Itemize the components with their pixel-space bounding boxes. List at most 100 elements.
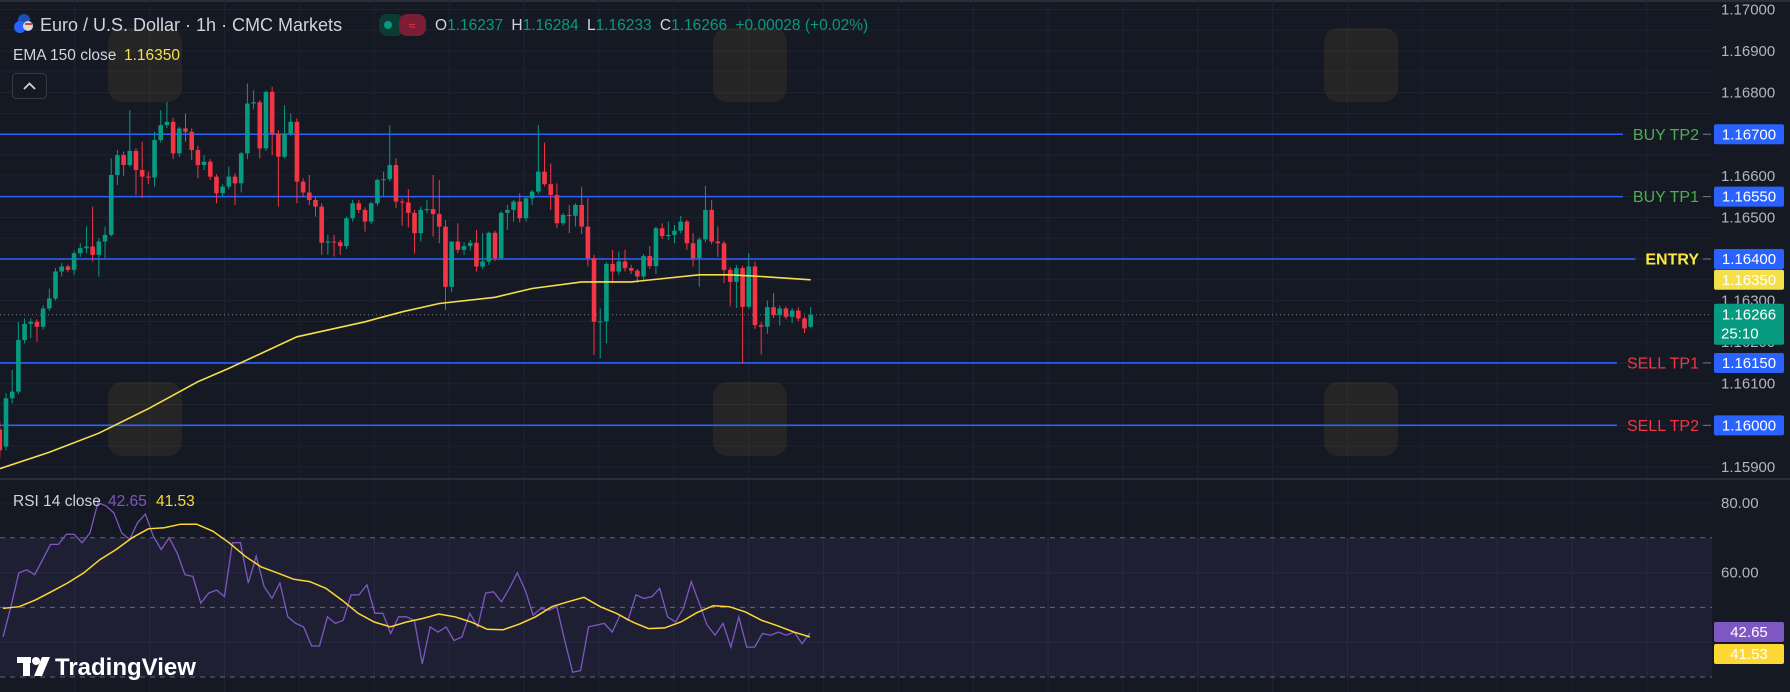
candle-body — [443, 226, 448, 287]
price-axis-tick: 1.16900 — [1721, 43, 1775, 60]
candle — [406, 189, 411, 228]
candle-body — [399, 201, 405, 203]
candle-body — [183, 128, 188, 132]
candle — [492, 230, 498, 262]
level-price-badge-box — [1714, 415, 1784, 436]
candle-body — [796, 310, 801, 319]
candle — [610, 249, 615, 284]
rsi-legend-value: 42.65 — [108, 493, 147, 510]
candle-body — [678, 221, 683, 231]
candle — [486, 231, 492, 265]
top-border — [0, 0, 1790, 2]
candle — [740, 265, 745, 364]
candle-body — [127, 150, 133, 166]
candle-body — [362, 209, 368, 222]
candle — [121, 151, 126, 176]
candle — [554, 183, 560, 229]
level-price-badge-box — [1714, 352, 1784, 373]
candle — [133, 148, 139, 195]
candle — [115, 150, 120, 185]
level-label: SELL TP1 — [1627, 355, 1699, 372]
candle — [536, 125, 541, 195]
candle-body — [121, 155, 126, 166]
candle — [362, 207, 368, 232]
candle — [802, 316, 807, 334]
candle-body — [542, 171, 547, 185]
price-axis-tick: 1.16600 — [1721, 168, 1775, 185]
collapse-legend-button[interactable] — [12, 73, 47, 99]
candle — [207, 159, 213, 180]
tradingview-logo[interactable]: TradingView — [17, 654, 196, 681]
candle — [257, 100, 263, 159]
candle — [430, 175, 436, 237]
trade-levels: BUY TP2 BUY TP1 ENTRY SELL TP1 SELL TP2 — [0, 127, 1711, 435]
candle — [511, 199, 516, 222]
candle-body — [709, 209, 714, 242]
rsi-axis[interactable]: 80.00 60.00 — [1721, 495, 1759, 582]
candle-body — [158, 125, 164, 141]
market-status-toggle[interactable]: ≈ — [379, 14, 426, 36]
candle — [245, 83, 250, 160]
candle-body — [498, 212, 504, 259]
candle — [672, 224, 677, 244]
price-axis-tick: 1.16100 — [1721, 376, 1775, 393]
candle — [139, 141, 145, 199]
candle-body — [251, 102, 256, 104]
candle — [436, 179, 442, 244]
candle — [591, 254, 597, 356]
candle — [777, 305, 783, 326]
candle — [418, 206, 424, 242]
candle-body — [170, 121, 176, 154]
level-price-badge: 1.16150 — [1722, 355, 1776, 372]
candle-body — [288, 121, 294, 134]
candle-body — [331, 241, 337, 243]
candle-body — [257, 102, 263, 149]
candle-body — [783, 308, 789, 317]
candle — [269, 86, 275, 156]
candle — [474, 229, 479, 272]
candle — [449, 241, 454, 293]
symbol-title[interactable]: Euro / U.S. Dollar · 1h · CMC Markets — [40, 15, 342, 35]
candle — [560, 213, 566, 226]
candle — [238, 151, 244, 193]
candle-body — [616, 261, 622, 272]
candle — [647, 246, 653, 269]
candle — [282, 105, 287, 159]
candle-body — [777, 308, 783, 316]
candle-body — [59, 266, 64, 272]
candle — [703, 185, 708, 243]
level-price-badge: 1.16400 — [1722, 251, 1776, 268]
rsi-ma-value-badge-box — [1714, 644, 1784, 664]
level-price-badge: 1.16550 — [1722, 189, 1776, 206]
level-price-badge: 1.16000 — [1722, 417, 1776, 434]
candle — [146, 171, 151, 185]
candle-body — [492, 232, 498, 259]
level-label: BUY TP2 — [1633, 127, 1699, 144]
candle — [443, 219, 448, 311]
candle-body — [758, 325, 764, 327]
candle-body — [22, 323, 27, 341]
rsi-legend-label[interactable]: RSI 14 close — [13, 493, 101, 510]
candle-body — [201, 161, 207, 166]
candle — [152, 131, 157, 187]
candle-body — [517, 201, 523, 219]
candle — [319, 203, 324, 255]
candle — [127, 110, 133, 167]
candle-body — [455, 241, 461, 250]
candle — [573, 203, 578, 227]
candle-body — [505, 209, 510, 213]
watermark-logo-icon — [713, 382, 787, 456]
wave-icon: ≈ — [408, 18, 415, 33]
candle-body — [715, 241, 721, 244]
candle — [350, 199, 355, 222]
candle — [294, 118, 300, 204]
ema-150-line — [0, 274, 811, 470]
candle-body — [238, 153, 244, 184]
candle — [189, 128, 194, 161]
ema-legend-label[interactable]: EMA 150 close — [13, 47, 116, 64]
candle — [77, 243, 83, 257]
candle-body — [740, 268, 745, 307]
candle-body — [220, 186, 225, 194]
candle-body — [647, 256, 653, 267]
